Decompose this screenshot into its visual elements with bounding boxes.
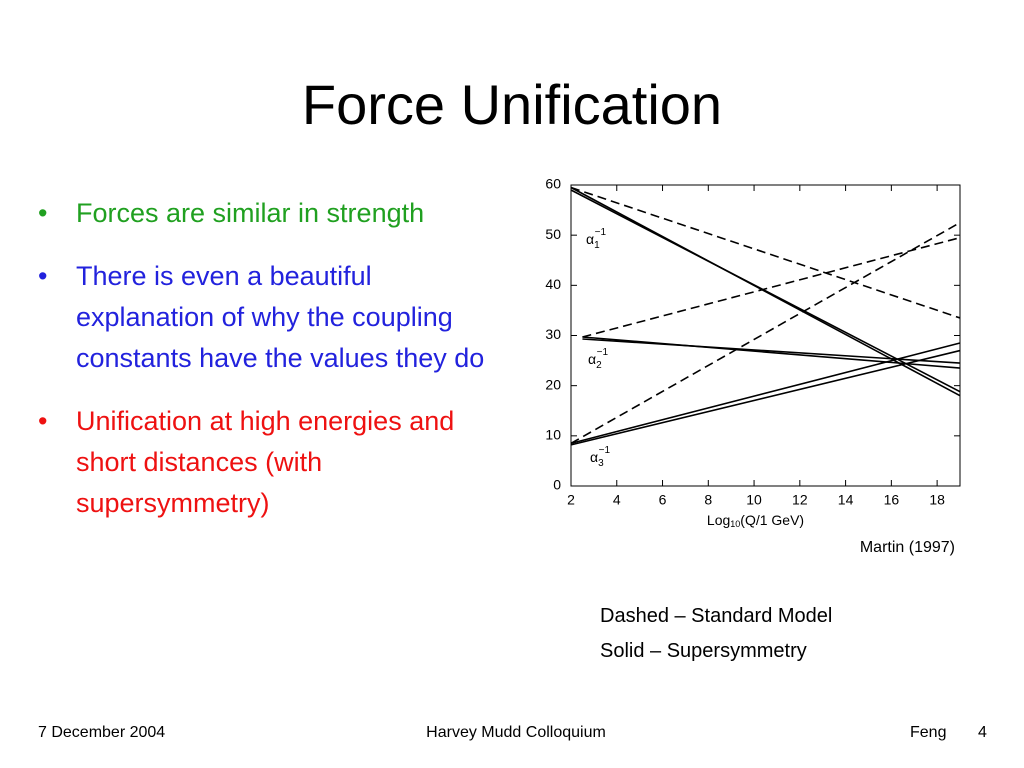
note: Solid – Supersymmetry xyxy=(600,640,807,662)
series-line xyxy=(570,342,961,445)
annotation-symbol: α xyxy=(588,351,596,367)
annotation-sub: 3 xyxy=(598,458,604,469)
y-tick-label: 60 xyxy=(545,176,561,192)
annotation: α2 −1 xyxy=(588,347,608,371)
x-tick-label: 14 xyxy=(838,492,854,508)
x-label-part: (Q/1 GeV) xyxy=(740,512,804,528)
series-line xyxy=(582,336,961,369)
series-line xyxy=(570,221,961,445)
x-tick-label: 12 xyxy=(792,492,808,508)
x-tick-label: 16 xyxy=(884,492,900,508)
series-line xyxy=(582,338,961,364)
x-tick-label: 10 xyxy=(746,492,762,508)
y-tick-label: 50 xyxy=(545,226,561,242)
footer-date: 7 December 2004 xyxy=(38,724,166,741)
x-tick-label: 18 xyxy=(929,492,945,508)
footer-page: 4 xyxy=(978,724,987,741)
annotation-sub: 1 xyxy=(594,240,600,251)
footer-author: Feng xyxy=(910,724,947,741)
x-tick-label: 6 xyxy=(659,492,667,508)
caption: Martin (1997) xyxy=(859,539,955,556)
annotation-symbol: α xyxy=(590,449,598,465)
series-line xyxy=(570,189,961,393)
series-line xyxy=(570,186,961,319)
annotation: α1 −1 xyxy=(586,227,606,251)
y-tick-label: 0 xyxy=(553,477,561,493)
bullet: There is even a beautiful explanation of… xyxy=(38,256,498,379)
x-label-sub: 10 xyxy=(730,519,740,529)
plot-frame xyxy=(570,184,961,487)
y-tick-label: 40 xyxy=(545,276,561,292)
annotation-sup: −1 xyxy=(597,347,609,358)
note: Dashed – Standard Model xyxy=(600,605,833,627)
slide-title: Force Unification xyxy=(301,73,723,136)
bullet-list: Forces are similar in strength There is e… xyxy=(38,193,498,546)
x-axis-label: Log10(Q/1 GeV) xyxy=(707,512,804,530)
series-line xyxy=(582,236,961,338)
y-tick-label: 10 xyxy=(545,427,561,443)
x-tick-label: 8 xyxy=(704,492,712,508)
x-label-part: Log xyxy=(707,512,730,528)
y-tick-label: 30 xyxy=(545,326,561,342)
footer-event: Harvey Mudd Colloquium xyxy=(426,724,606,741)
bullet: Forces are similar in strength xyxy=(38,193,498,234)
annotation-symbol: α xyxy=(586,231,594,247)
bullet: Unification at high energies and short d… xyxy=(38,401,498,524)
annotation: α3 −1 xyxy=(590,445,610,469)
annotation-sup: −1 xyxy=(595,227,607,238)
y-tick-label: 20 xyxy=(545,376,561,392)
annotation-sup: −1 xyxy=(599,445,611,456)
annotation-sub: 2 xyxy=(596,360,602,371)
series-line xyxy=(570,349,961,446)
x-tick-label: 2 xyxy=(567,492,575,508)
x-tick-label: 4 xyxy=(613,492,621,508)
